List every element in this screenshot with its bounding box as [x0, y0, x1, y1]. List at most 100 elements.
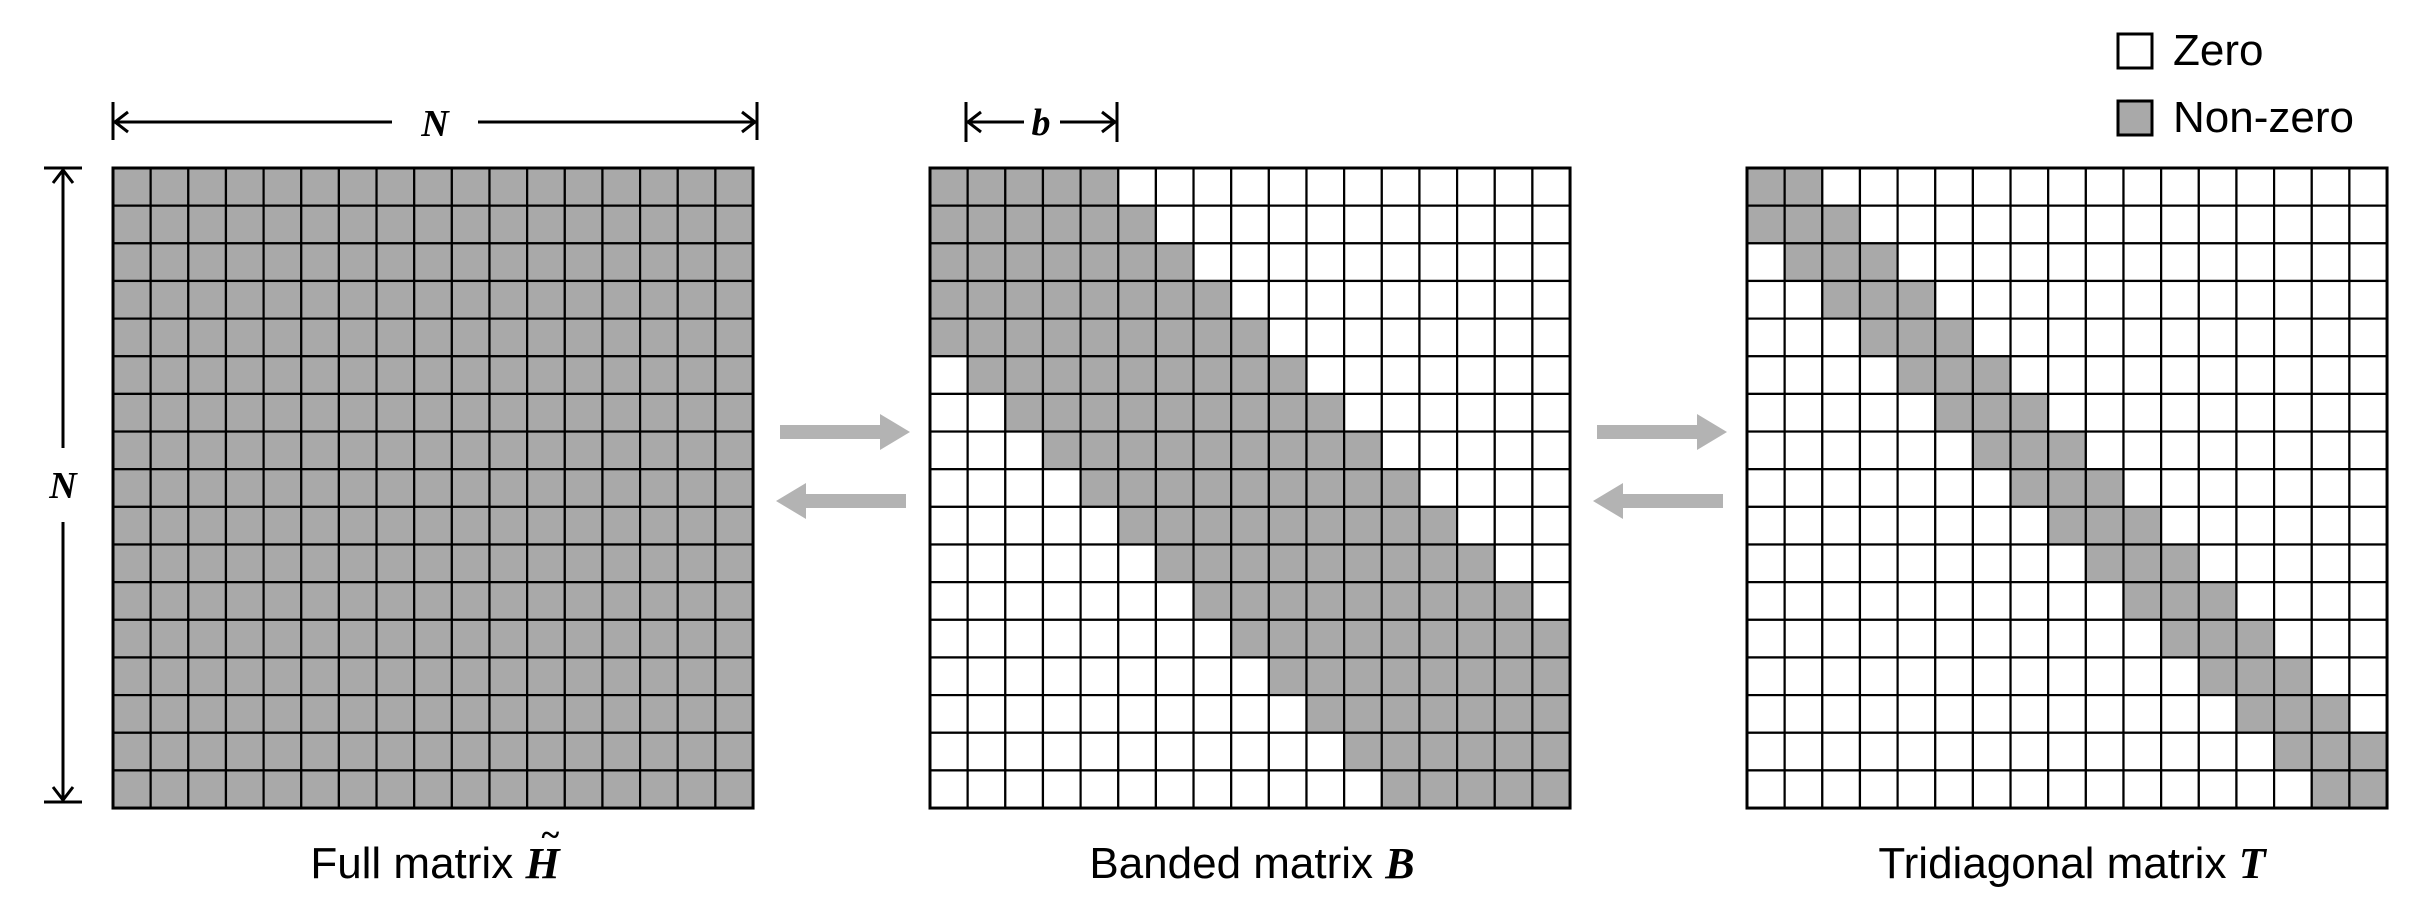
zero-cell: [1230, 769, 1270, 810]
zero-cell: [2009, 242, 2050, 283]
nonzero-cell: [563, 693, 604, 734]
zero-cell: [1079, 656, 1120, 697]
zero-cell: [2235, 543, 2276, 584]
zero-cell: [2084, 317, 2125, 358]
zero-cell: [1493, 166, 1534, 207]
nonzero-cell: [2122, 543, 2163, 584]
nonzero-cell: [1305, 656, 1346, 697]
zero-cell: [1934, 279, 1975, 320]
zero-cell: [1971, 468, 2012, 508]
nonzero-cell: [1192, 505, 1233, 546]
nonzero-cell: [149, 166, 190, 207]
zero-cell: [1154, 204, 1195, 245]
zero-cell: [1821, 581, 1862, 621]
nonzero-cell: [1418, 731, 1459, 772]
nonzero-cell: [563, 166, 604, 207]
nonzero-cell: [488, 317, 529, 358]
nonzero-cell: [300, 430, 341, 471]
nonzero-cell: [413, 430, 453, 471]
nonzero-cell: [300, 581, 341, 621]
nonzero-cell: [375, 656, 416, 697]
zero-cell: [1004, 731, 1045, 772]
zero-cell: [1896, 166, 1937, 207]
zero-cell: [1896, 430, 1937, 471]
nonzero-cell: [2084, 543, 2125, 584]
nonzero-cell: [488, 731, 529, 772]
zero-cell: [2348, 581, 2389, 621]
nonzero-cell: [1858, 279, 1899, 320]
zero-cell: [2009, 543, 2050, 584]
nonzero-cell: [149, 317, 190, 358]
nonzero-cell: [450, 392, 491, 433]
nonzero-cell: [601, 204, 642, 245]
nonzero-cell: [1267, 430, 1308, 471]
nonzero-cell: [1267, 543, 1308, 584]
nonzero-cell: [450, 769, 491, 810]
nonzero-cell: [488, 430, 529, 471]
zero-cell: [1821, 355, 1862, 396]
zero-cell: [1305, 204, 1346, 245]
nonzero-cell: [300, 769, 341, 810]
nonzero-cell: [714, 430, 755, 471]
zero-cell: [1154, 166, 1195, 207]
nonzero-cell: [413, 468, 453, 508]
zero-cell: [2047, 543, 2087, 584]
zero-cell: [2084, 204, 2125, 245]
nonzero-cell: [638, 543, 679, 584]
nonzero-cell: [375, 355, 416, 396]
nonzero-cell: [224, 392, 265, 433]
nonzero-cell: [1305, 430, 1346, 471]
zero-cell: [1783, 581, 1824, 621]
nonzero-cell: [1079, 242, 1120, 283]
nonzero-cell: [1117, 468, 1158, 508]
zero-cell: [1192, 656, 1233, 697]
zero-cell: [1783, 279, 1824, 320]
nonzero-cell: [1971, 355, 2012, 396]
nonzero-cell: [149, 392, 190, 433]
nonzero-cell: [1154, 392, 1195, 433]
nonzero-cell: [187, 279, 228, 320]
nonzero-cell: [928, 279, 969, 320]
zero-cell: [2273, 317, 2313, 358]
nonzero-cell: [1493, 769, 1534, 810]
nonzero-cell: [638, 693, 679, 734]
zero-cell: [2122, 430, 2163, 471]
nonzero-cell: [928, 166, 969, 207]
zero-cell: [2348, 242, 2389, 283]
zero-cell: [1493, 204, 1534, 245]
zero-cell: [1305, 731, 1346, 772]
nonzero-cell: [488, 468, 529, 508]
zero-cell: [1934, 505, 1975, 546]
nonzero-cell: [2047, 468, 2087, 508]
zero-cell: [928, 731, 969, 772]
nonzero-cell: [1041, 166, 1082, 207]
zero-cell: [1192, 242, 1233, 283]
zero-cell: [2197, 317, 2238, 358]
nonzero-cell: [300, 242, 341, 283]
zero-cell: [2122, 392, 2163, 433]
nonzero-cell: [638, 166, 679, 207]
nonzero-cell: [1493, 618, 1534, 659]
zero-cell: [1380, 242, 1421, 283]
nonzero-cell: [714, 166, 755, 207]
nonzero-cell: [601, 166, 642, 207]
zero-cell: [1783, 430, 1824, 471]
nonzero-cell: [1896, 279, 1937, 320]
nonzero-cell: [2310, 731, 2351, 772]
nonzero-cell: [1531, 769, 1572, 810]
tridiagonal-matrix-caption: Tridiagonal matrix T: [1878, 839, 2267, 888]
nonzero-cell: [262, 731, 303, 772]
nonzero-cell: [1858, 242, 1899, 283]
zero-cell: [2047, 656, 2087, 697]
zero-cell: [2047, 392, 2087, 433]
nonzero-cell: [966, 242, 1007, 283]
zero-cell: [1455, 505, 1496, 546]
nonzero-cell: [1079, 166, 1120, 207]
nonzero-cell: [714, 317, 755, 358]
nonzero-cell: [1267, 505, 1308, 546]
nonzero-cell: [526, 618, 566, 659]
nonzero-cell: [149, 693, 190, 734]
nonzero-cell: [2084, 468, 2125, 508]
legend-nonzero-label: Non-zero: [2173, 93, 2354, 142]
zero-cell: [966, 769, 1007, 810]
